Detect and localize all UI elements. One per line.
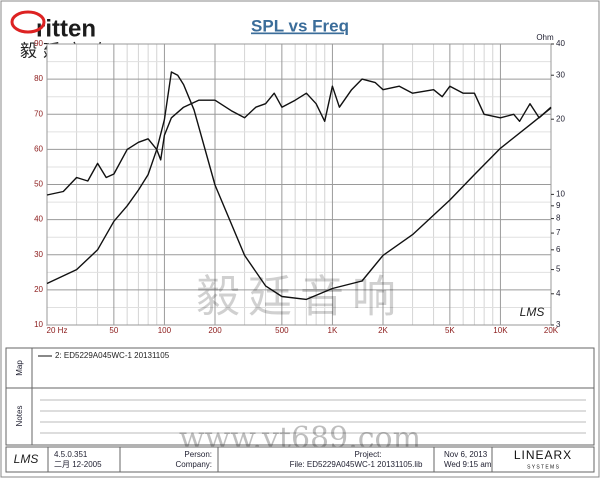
y2-tick-label: 8 xyxy=(556,214,561,223)
notes-label: Notes xyxy=(15,406,24,427)
x-tick-label: 10K xyxy=(493,326,508,335)
curve xyxy=(46,71,552,301)
footer-dividers xyxy=(47,447,493,472)
x-tick-label: 200 xyxy=(208,326,222,335)
y2-tick-label: 9 xyxy=(556,201,561,210)
project: Project: xyxy=(354,450,381,459)
y-tick-label: 20 xyxy=(34,285,43,294)
y2-tick-label: 10 xyxy=(556,189,565,198)
x-tick-label: 1K xyxy=(328,326,338,335)
y2-tick-label: 3 xyxy=(556,320,561,329)
map-label: Map xyxy=(15,360,24,376)
y2-tick-label: 6 xyxy=(556,245,561,254)
curve xyxy=(46,78,552,196)
y-tick-label: 10 xyxy=(34,320,43,329)
y2-tick-label: 7 xyxy=(556,228,561,237)
x-tick-label: 50 xyxy=(109,326,118,335)
lms-mark: LMS xyxy=(520,305,545,319)
date: Nov 6, 2013 xyxy=(444,450,488,459)
x-tick-label: 500 xyxy=(275,326,289,335)
y-tick-label: 60 xyxy=(34,144,43,153)
file: File: ED5229A045WC-1 20131105.lib xyxy=(290,460,423,469)
legend-entry: 2: ED5229A045WC-1 20131105 xyxy=(55,351,170,360)
notes-lines xyxy=(40,399,586,434)
build-date: 二月 12-2005 xyxy=(54,460,102,469)
y2-axis-label: Ohm xyxy=(536,33,554,42)
y-tick-label: 50 xyxy=(34,180,43,189)
y-tick-label: 40 xyxy=(34,215,43,224)
y2-tick-label: 5 xyxy=(556,265,561,274)
y2-tick-label: 20 xyxy=(556,114,565,123)
x-tick-label: 5K xyxy=(445,326,455,335)
footer xyxy=(5,446,595,473)
brand-sub: S Y S T E M S xyxy=(527,464,560,470)
y2-tick-label: 40 xyxy=(556,39,565,48)
time: Wed 9:15 am xyxy=(444,460,492,469)
x-tick-label: 20K xyxy=(544,326,559,335)
panel-box xyxy=(5,347,595,446)
person: Person: xyxy=(184,450,212,459)
logo-swoosh xyxy=(10,10,46,34)
chart-title: SPL vs Freq xyxy=(251,16,349,35)
x-tick-label: 100 xyxy=(158,326,172,335)
footer-lms: LMS xyxy=(14,452,39,466)
x-tick-label: 2K xyxy=(378,326,388,335)
version: 4.5.0.351 xyxy=(54,450,88,459)
x-tick-label: 20 Hz xyxy=(47,326,68,335)
brand: LINEARX xyxy=(514,448,572,462)
watermark-cn: 毅廷音响 xyxy=(196,273,404,322)
y-tick-label: 80 xyxy=(34,74,43,83)
logo: ritten xyxy=(36,15,96,42)
y2-tick-label: 30 xyxy=(556,70,565,79)
company: Company: xyxy=(176,460,212,469)
y2-tick-label: 4 xyxy=(556,289,561,298)
y-tick-label: 30 xyxy=(34,250,43,259)
y-tick-label: 90 xyxy=(34,39,43,48)
y-tick-label: 70 xyxy=(34,109,43,118)
